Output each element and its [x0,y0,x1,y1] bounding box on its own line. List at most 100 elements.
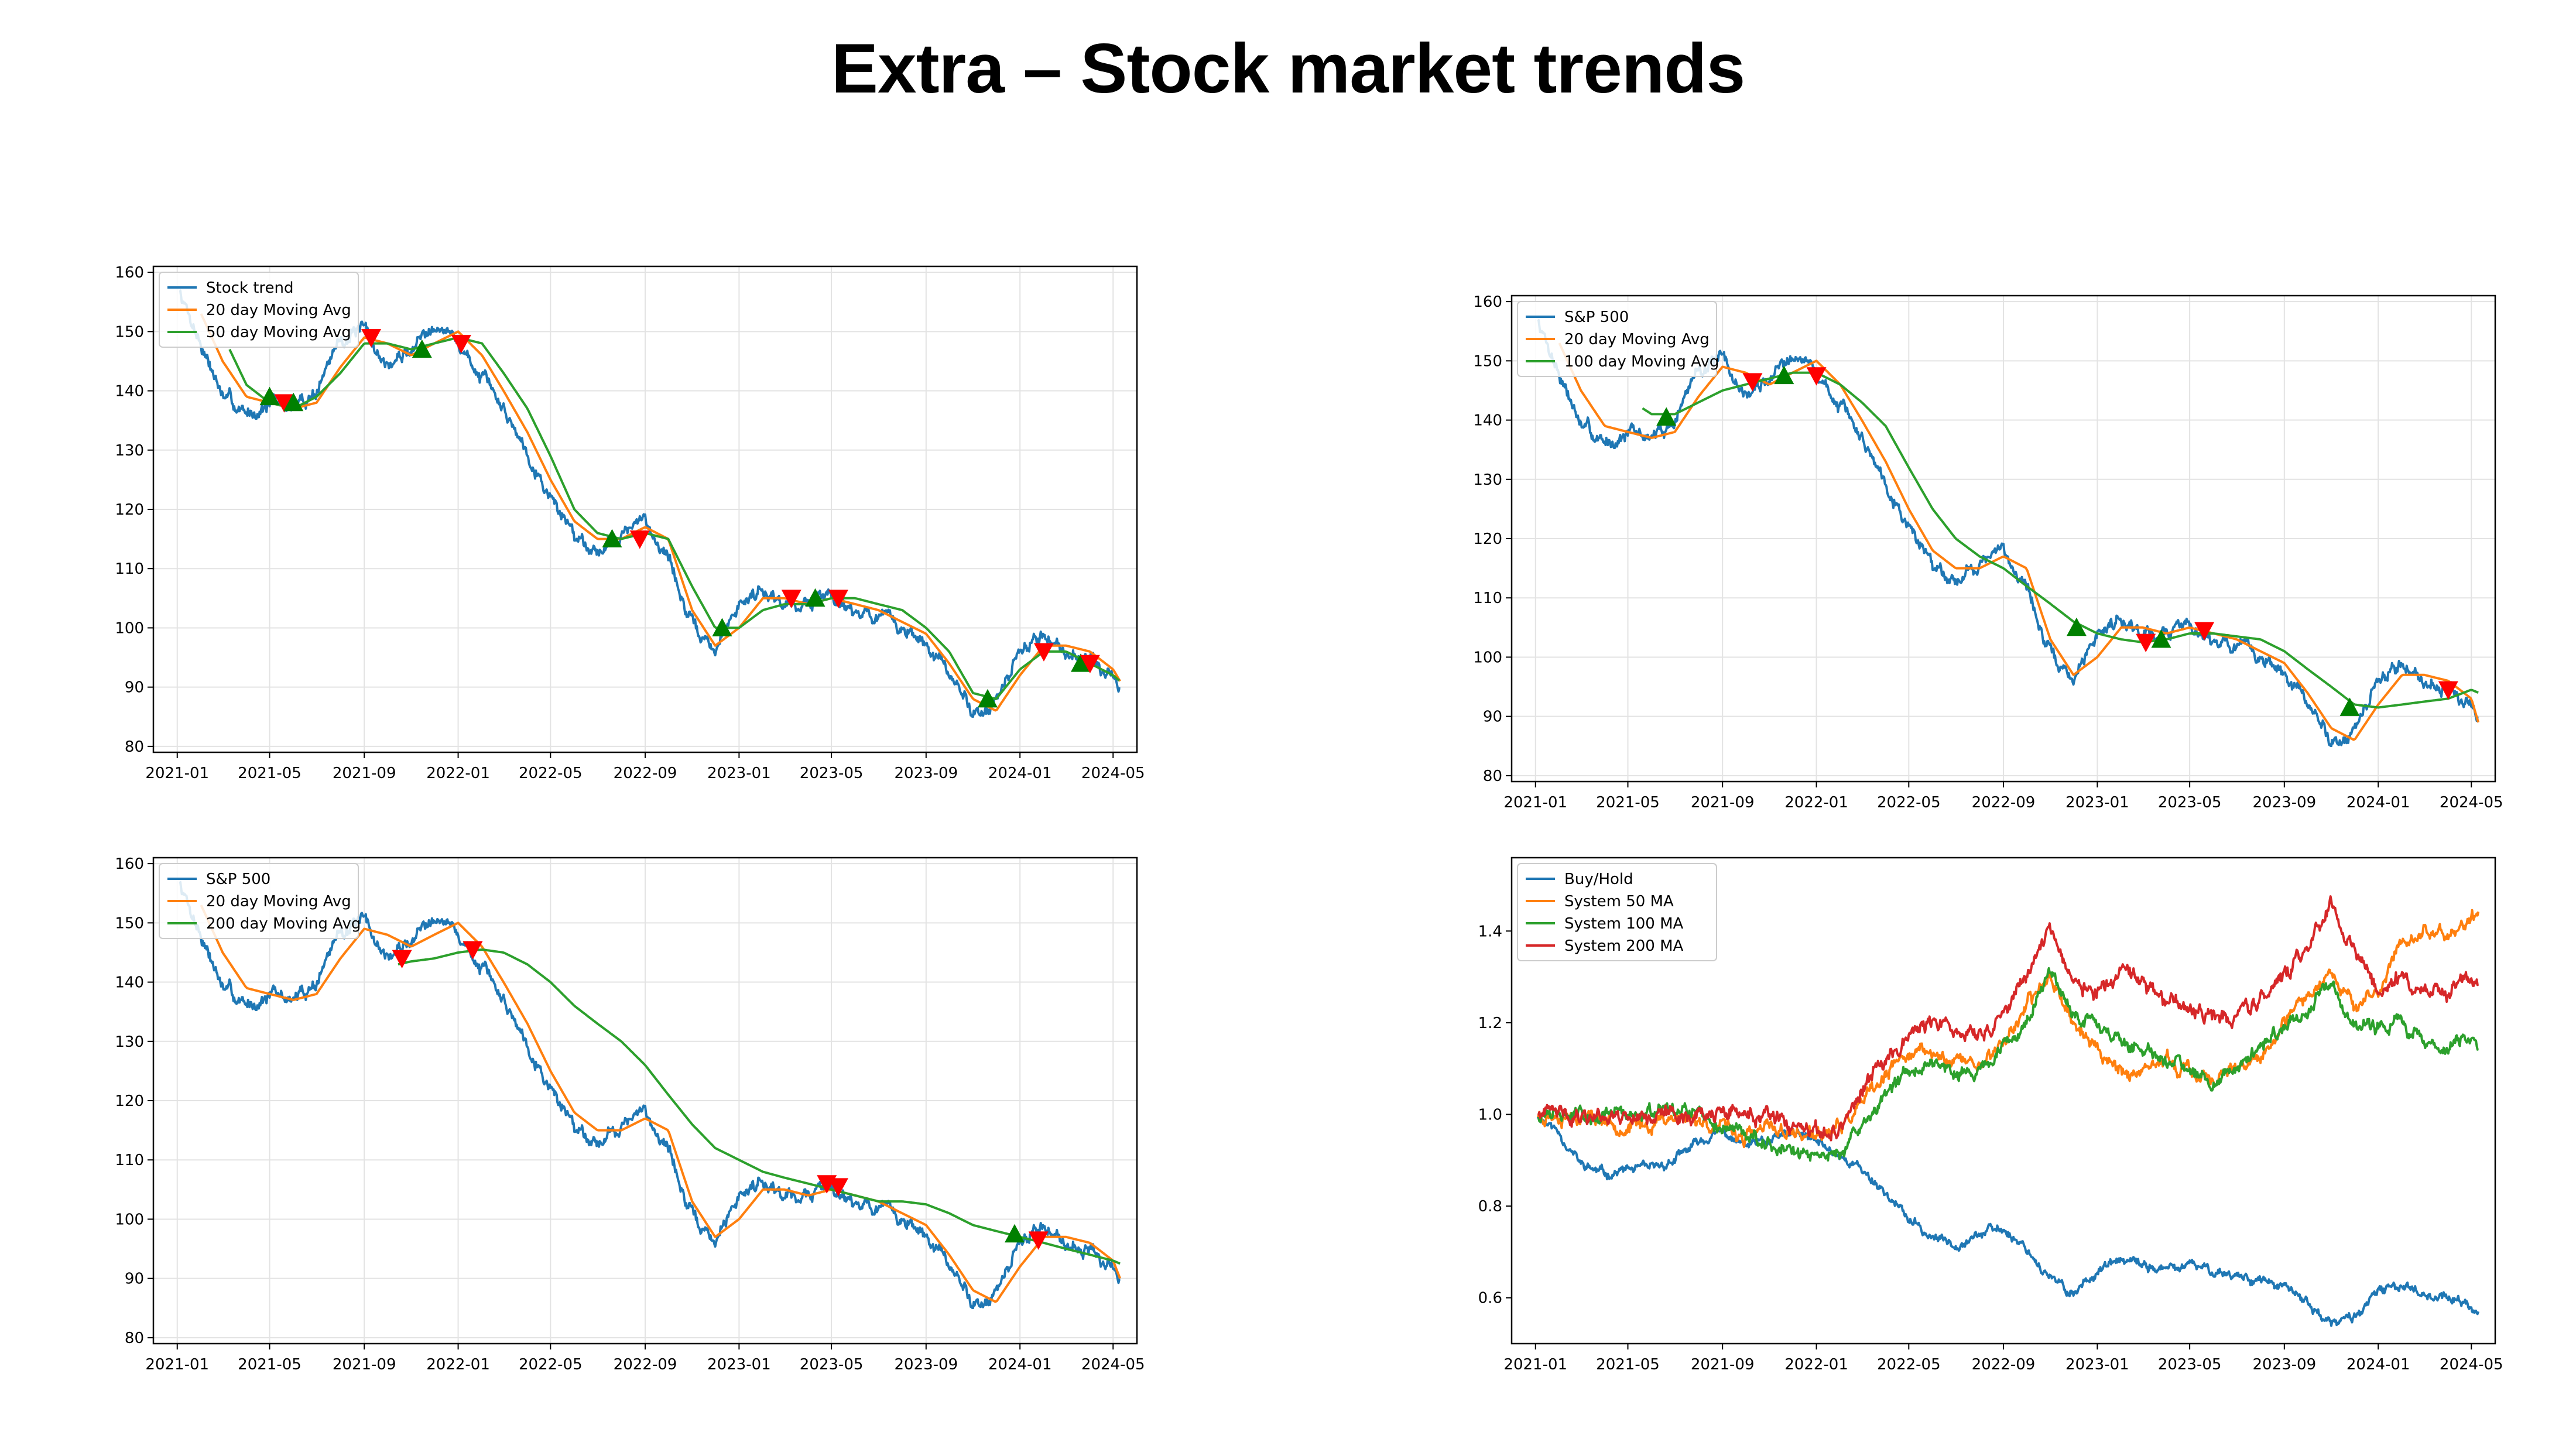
x-tick-label: 2024-01 [2347,794,2410,811]
legend-label: Stock trend [206,279,294,297]
y-tick-label: 110 [1473,590,1502,607]
y-tick-label: 110 [115,1152,144,1169]
y-tick-label: 110 [115,560,144,578]
x-tick-label: 2024-05 [1081,1356,1145,1373]
sell-signal-marker [1080,655,1100,674]
x-tick-label: 2023-01 [2065,794,2129,811]
page-title: Extra – Stock market trends [831,29,1745,108]
sell-signal-marker [1028,1231,1049,1250]
sell-signal-marker [274,394,294,413]
x-tick-label: 2022-01 [426,1356,490,1373]
y-tick-label: 130 [1473,471,1502,489]
x-tick-label: 2021-09 [1691,1356,1755,1373]
x-tick-label: 2023-05 [800,1356,864,1373]
y-tick-label: 90 [1483,708,1502,726]
series-line-0 [1537,318,2479,748]
buy-signal-marker [283,392,304,412]
legend-label: 100 day Moving Avg [1564,353,1719,371]
sell-signal-marker [781,590,801,608]
y-axis: 80 90 100 110 120 130 140 150 160 [115,855,153,1347]
y-tick-label: 140 [1473,412,1502,430]
x-tick-label: 2023-09 [894,1356,958,1373]
sell-signal-marker [1806,367,1827,386]
x-tick-label: 2021-09 [333,765,396,782]
x-tick-label: 2023-05 [2158,1356,2222,1373]
y-axis: 80 90 100 110 120 130 140 150 160 [1473,293,1512,785]
legend-label: 20 day Moving Avg [1564,331,1710,348]
x-tick-label: 2023-01 [707,1356,771,1373]
x-tick-label: 2021-01 [1503,794,1567,811]
sell-signal-marker [2136,633,2156,653]
y-tick-label: 150 [1473,352,1502,370]
y-tick-label: 80 [125,738,144,756]
y-tick-label: 120 [1473,530,1502,548]
series-line-1 [200,905,1121,1303]
x-tick-label: 2022-09 [614,1356,677,1373]
buy-signal-marker [1004,1224,1025,1243]
buy-signal-marker [602,529,622,548]
legend-label: 50 day Moving Avg [206,324,351,341]
x-tick-label: 2022-05 [519,765,583,782]
signal-markers [392,941,1049,1250]
y-tick-label: 1.0 [1478,1106,1502,1123]
y-tick-label: 100 [115,619,144,637]
series-group [179,289,1121,718]
series-line-1 [1558,342,2480,741]
series-line-3 [1537,895,2479,1142]
sell-signal-marker [361,329,382,348]
signal-markers [1656,365,2458,716]
legend-label: S&P 500 [1564,309,1629,326]
x-tick-label: 2023-09 [2252,1356,2316,1373]
legend-label: S&P 500 [206,871,270,888]
chart-sp500-100ma: 2021-01 2021-05 2021-09 2022-01 2022-05 2022-… [1473,293,2503,811]
y-tick-label: 80 [125,1330,144,1347]
x-axis: 2021-01 2021-05 2021-09 2022-01 2022-05 2022-… [145,752,1145,782]
legend-box [1517,863,1717,961]
series-line-0 [1536,1114,2480,1327]
x-tick-label: 2024-05 [2440,1356,2503,1373]
y-tick-label: 0.8 [1478,1198,1502,1215]
chart-system-returns: 2021-01 2021-05 2021-09 2022-01 2022-05 2022-… [1478,857,2503,1373]
legend-label: 20 day Moving Avg [206,893,351,910]
series-line-2 [1537,967,2479,1162]
x-axis: 2021-01 2021-05 2021-09 2022-01 2022-05 2022-… [1503,1344,2503,1373]
buy-signal-marker [259,386,280,406]
x-tick-label: 2022-05 [1877,1356,1941,1373]
x-tick-label: 2023-05 [800,765,864,782]
legend: Stock trend 20 day Moving Avg 50 day Movin… [159,272,359,348]
y-tick-label: 140 [115,974,144,992]
series-line-0 [179,289,1121,718]
y-tick-label: 120 [115,501,144,519]
legend-label: System 100 MA [1564,915,1684,933]
y-tick-label: 120 [115,1092,144,1110]
sell-signal-marker [463,941,483,960]
sell-signal-marker [828,1178,848,1197]
grid [153,266,1137,752]
x-tick-label: 2021-01 [145,765,209,782]
legend-box [1517,301,1717,377]
grid [1512,296,2495,782]
y-tick-label: 1.2 [1478,1015,1502,1032]
series-line-1 [200,313,1121,712]
series-line-0 [179,881,1121,1310]
x-tick-label: 2021-01 [145,1356,209,1373]
legend: S&P 500 20 day Moving Avg 200 day Moving A… [159,863,361,939]
y-tick-label: 160 [1473,293,1502,311]
x-tick-label: 2021-05 [238,1356,302,1373]
x-tick-label: 2021-05 [1596,794,1660,811]
buy-signal-marker [1774,365,1794,385]
x-tick-label: 2022-01 [426,765,490,782]
y-tick-label: 0.6 [1478,1290,1502,1307]
series-group [1537,318,2480,748]
y-tick-label: 80 [1483,768,1502,785]
x-tick-label: 2021-09 [333,1356,396,1373]
y-tick-label: 150 [115,914,144,932]
y-axis: 80 90 100 110 120 130 140 150 160 [115,264,153,756]
x-tick-label: 2021-09 [1691,794,1755,811]
sell-signal-marker [392,950,412,969]
x-axis: 2021-01 2021-05 2021-09 2022-01 2022-05 2022-… [145,1344,1145,1373]
legend-box [159,272,359,348]
x-tick-label: 2024-01 [2347,1356,2410,1373]
y-tick-label: 140 [115,383,144,400]
buy-signal-marker [1071,653,1091,672]
